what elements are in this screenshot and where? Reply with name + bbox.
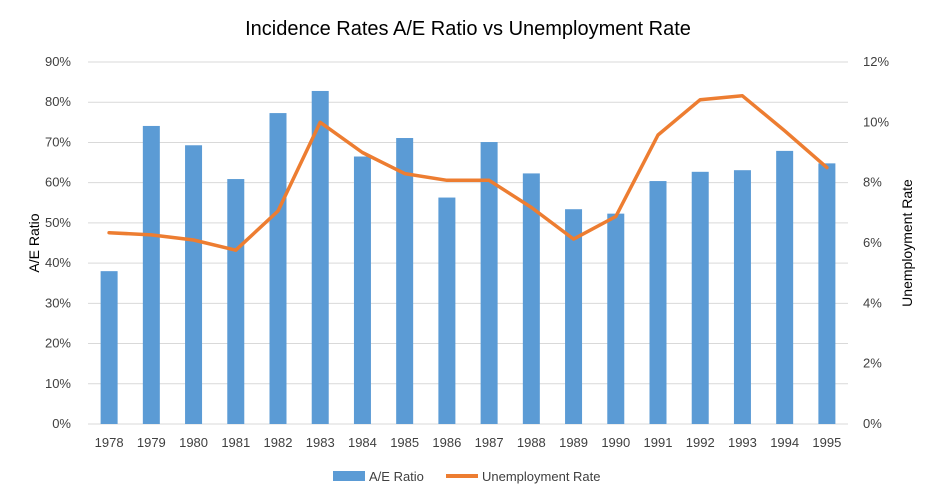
bar-ae-ratio (733, 170, 751, 424)
bar-ae-ratio (607, 213, 625, 424)
y-tick-label-right: 8% (863, 175, 882, 190)
chart-title: Incidence Rates A/E Ratio vs Unemploymen… (245, 18, 691, 40)
y-tick-label-right: 4% (863, 295, 882, 310)
bar-ae-ratio (353, 156, 371, 424)
unemployment-line (107, 94, 829, 252)
bar-ae-ratio (269, 113, 287, 425)
bar-ae-ratio (396, 138, 414, 424)
y-tick-label-left: 0% (52, 416, 71, 431)
x-tick-label: 1979 (137, 435, 166, 450)
y-tick-label-left: 70% (45, 134, 71, 149)
y-axis-title-right: Unemployment Rate (899, 179, 915, 307)
line-unemployment-rate (107, 94, 829, 252)
y-axis-title-left: A/E Ratio (26, 213, 42, 272)
x-tick-label: 1987 (475, 435, 504, 450)
x-tick-label: 1981 (221, 435, 250, 450)
x-tick-label: 1992 (686, 435, 715, 450)
x-tick-label: 1984 (348, 435, 377, 450)
y-tick-label-right: 2% (863, 356, 882, 371)
bar-ae-ratio (311, 90, 329, 425)
bar-ae-ratio (227, 179, 245, 424)
y-tick-label-left: 30% (45, 295, 71, 310)
x-tick-label: 1994 (770, 435, 799, 450)
y-tick-label-right: 12% (863, 54, 889, 69)
y-tick-label-left: 90% (45, 54, 71, 69)
x-tick-label: 1978 (95, 435, 124, 450)
bar-ae-ratio (565, 209, 583, 424)
x-tick-label: 1985 (390, 435, 419, 450)
bar-ae-ratio (649, 181, 667, 424)
bar-ae-ratio (142, 125, 160, 424)
y-tick-label-left: 60% (45, 175, 71, 190)
y-tick-label-left: 20% (45, 336, 71, 351)
x-tick-label: 1989 (559, 435, 588, 450)
x-tick-label: 1980 (179, 435, 208, 450)
x-tick-label: 1983 (306, 435, 335, 450)
bar-ae-ratio (691, 171, 709, 424)
x-tick-label: 1995 (812, 435, 841, 450)
y-tick-label-right: 6% (863, 235, 882, 250)
tick-labels: 0% 10% 20% 30% 40% 50% 60% 70% 80% 90% 0% 2% 4% 6% 8% 1… (45, 54, 889, 450)
x-tick-label: 1991 (644, 435, 673, 450)
gridlines (88, 61, 848, 425)
legend: A/E Ratio Unemployment Rate (333, 469, 601, 484)
bar-ae-ratio (438, 197, 456, 424)
bar-ae-ratio (185, 145, 203, 424)
legend-label-unemployment-rate: Unemployment Rate (482, 469, 601, 484)
x-tick-label: 1988 (517, 435, 546, 450)
y-tick-label-left: 10% (45, 376, 71, 391)
legend-swatch-ae-ratio (333, 471, 365, 481)
y-tick-label-right: 10% (863, 114, 889, 129)
y-tick-label-left: 50% (45, 215, 71, 230)
y-tick-label-left: 40% (45, 255, 71, 270)
ae-ratio-bars (100, 90, 836, 425)
bar-ae-ratio (480, 142, 498, 424)
x-tick-label: 1986 (432, 435, 461, 450)
x-tick-label: 1993 (728, 435, 757, 450)
bar-ae-ratio (100, 271, 118, 424)
bar-ae-ratio (776, 150, 794, 424)
x-tick-label: 1990 (601, 435, 630, 450)
bar-ae-ratio (522, 173, 540, 424)
bar-ae-ratio (818, 163, 836, 425)
x-tick-label: 1982 (264, 435, 293, 450)
legend-label-ae-ratio: A/E Ratio (369, 469, 424, 484)
y-tick-label-left: 80% (45, 94, 71, 109)
y-tick-label-right: 0% (863, 416, 882, 431)
